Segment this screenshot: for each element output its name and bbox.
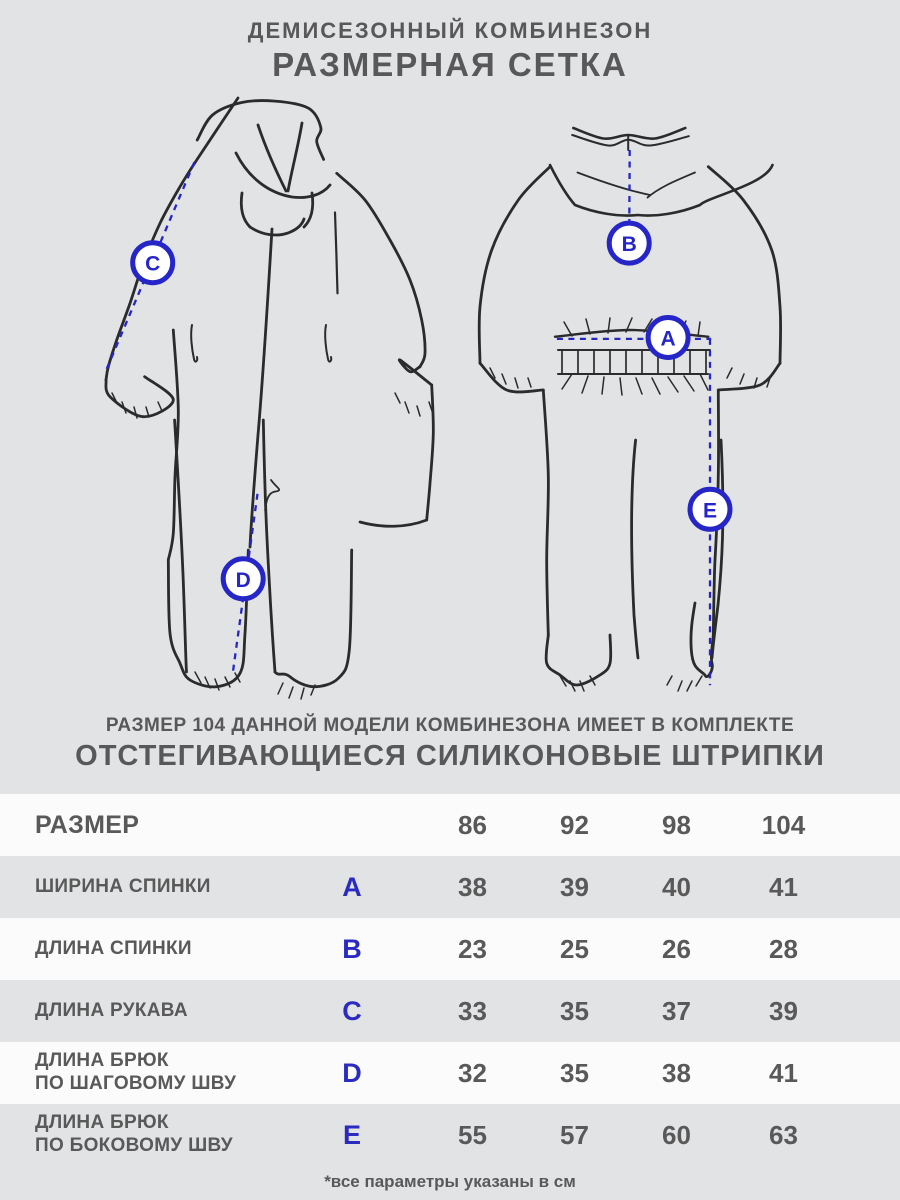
svg-text:D: D — [236, 569, 251, 592]
svg-text:B: B — [622, 233, 637, 256]
svg-text:A: A — [661, 328, 676, 351]
svg-text:C: C — [145, 253, 160, 276]
svg-text:E: E — [703, 499, 717, 522]
